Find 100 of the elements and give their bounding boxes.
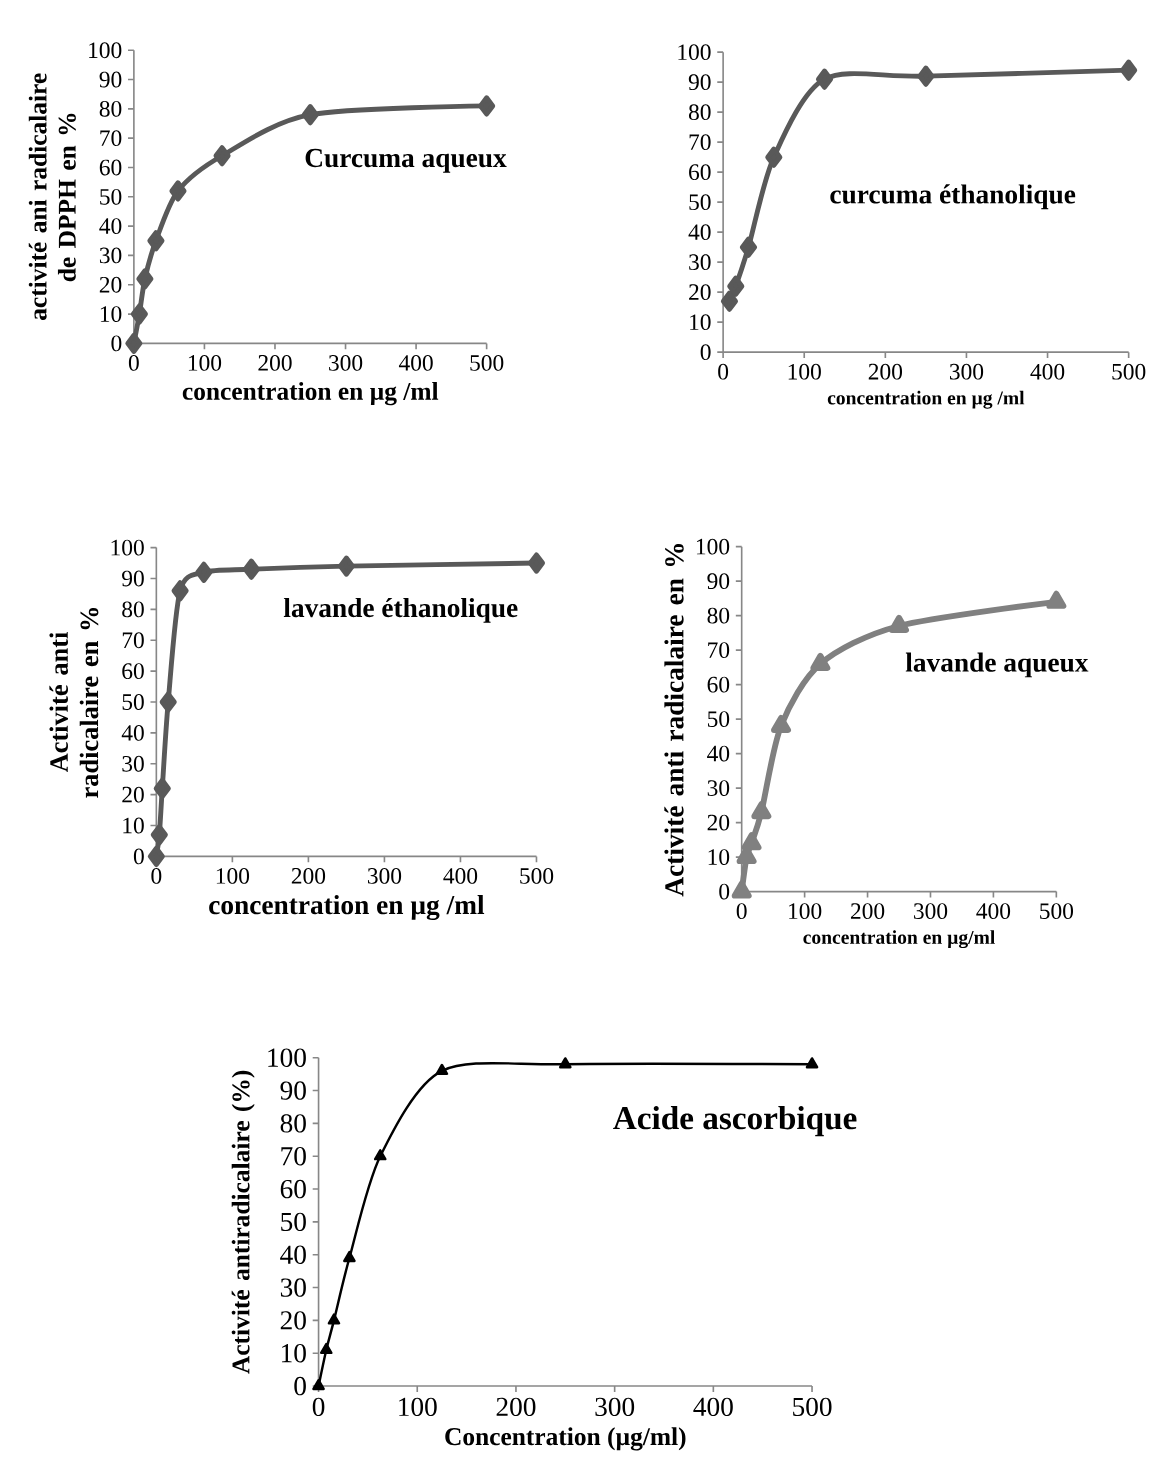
point xyxy=(810,652,831,671)
x-axis-title: Concentration (µg/ml) xyxy=(445,1427,686,1451)
point xyxy=(727,275,745,297)
y-tick-label: 50 xyxy=(100,188,122,205)
y-tick-label: 90 xyxy=(122,570,144,587)
y-tick-label: 60 xyxy=(122,663,144,680)
y-tick-label: 50 xyxy=(708,711,730,728)
point xyxy=(130,303,149,325)
y-tick-label: 90 xyxy=(99,71,122,88)
point xyxy=(889,614,910,633)
point xyxy=(312,1378,325,1391)
point xyxy=(195,561,213,583)
point xyxy=(751,801,772,820)
x-tick-label: 200 xyxy=(868,363,903,380)
y-tick-label: 80 xyxy=(122,601,144,618)
x-axis-title: concentration en µg/ml xyxy=(803,930,996,949)
y-tick-label: 30 xyxy=(689,254,711,271)
x-tick-label: 500 xyxy=(520,868,554,884)
y-tick-label: 0 xyxy=(294,1376,306,1396)
x-tick-label: 0 xyxy=(736,903,747,920)
x-tick-label: 500 xyxy=(793,1397,832,1417)
point xyxy=(816,68,834,90)
y-axis-title: Activité anti radicalaire en % xyxy=(49,607,99,798)
point xyxy=(435,1063,449,1075)
y-tick-label: 40 xyxy=(121,724,144,741)
x-tick-label: 400 xyxy=(443,868,478,884)
y-tick-label: 80 xyxy=(707,607,730,624)
x-tick-label: 500 xyxy=(1040,903,1074,920)
point xyxy=(213,145,231,167)
annotation: Curcuma aqueux xyxy=(305,148,507,173)
y-tick-label: 10 xyxy=(708,849,730,865)
y-tick-label: 60 xyxy=(689,164,711,181)
x-tick-label: 0 xyxy=(312,1397,325,1417)
y-tick-label: 30 xyxy=(280,1278,306,1297)
y-tick-label: 0 xyxy=(133,848,144,865)
y-tick-label: 10 xyxy=(282,1343,306,1363)
y-tick-label: 80 xyxy=(280,1114,306,1133)
point xyxy=(1046,590,1067,609)
x-tick-label: 100 xyxy=(399,1397,437,1417)
x-tick-label: 300 xyxy=(914,903,948,920)
x-tick-label: 100 xyxy=(789,903,822,920)
point xyxy=(153,777,171,800)
x-tick-label: 500 xyxy=(1112,363,1146,380)
point xyxy=(147,230,165,252)
x-axis-title: concentration en µg /ml xyxy=(827,390,1025,409)
y-tick-label: 40 xyxy=(280,1245,306,1264)
annotation: curcuma éthanolique xyxy=(830,184,1076,210)
point xyxy=(343,1250,356,1263)
y-tick-label: 50 xyxy=(122,694,144,710)
x-tick-label: 300 xyxy=(368,868,402,884)
y-tick-label: 20 xyxy=(99,276,122,293)
x-tick-label: 400 xyxy=(693,1397,733,1417)
x-tick-label: 0 xyxy=(151,868,162,884)
point xyxy=(150,824,168,846)
x-tick-label: 200 xyxy=(291,868,326,884)
x-tick-label: 100 xyxy=(188,354,222,371)
y-tick-label: 40 xyxy=(99,218,122,235)
y-tick-label: 0 xyxy=(719,883,730,900)
y-tick-label: 40 xyxy=(707,745,730,762)
y-tick-label: 90 xyxy=(688,74,711,91)
y-tick-label: 20 xyxy=(707,814,730,831)
x-tick-label: 200 xyxy=(851,903,885,920)
annotation: lavande éthanolique xyxy=(283,597,518,623)
point xyxy=(125,332,143,354)
point xyxy=(527,552,546,574)
point xyxy=(147,845,165,867)
point xyxy=(320,1342,333,1355)
x-tick-label: 300 xyxy=(329,354,363,371)
y-tick-label: 100 xyxy=(89,42,122,59)
y-tick-label: 80 xyxy=(689,104,711,121)
annotation: lavande aqueux xyxy=(905,652,1089,678)
y-tick-label: 50 xyxy=(281,1212,306,1232)
point xyxy=(478,95,496,117)
point xyxy=(917,65,935,87)
x-axis-title: concentration en µg /ml xyxy=(209,895,485,921)
y-tick-label: 80 xyxy=(99,100,122,117)
point xyxy=(720,290,739,312)
point xyxy=(805,1057,819,1069)
x-tick-label: 200 xyxy=(496,1397,536,1417)
y-tick-label: 60 xyxy=(280,1179,306,1199)
point xyxy=(169,180,187,202)
x-tick-label: 500 xyxy=(470,354,504,371)
y-tick-label: 60 xyxy=(707,676,730,693)
y-tick-label: 70 xyxy=(281,1146,306,1166)
point xyxy=(301,104,319,126)
y-tick-label: 10 xyxy=(690,314,711,331)
y-tick-label: 10 xyxy=(100,306,122,322)
y-tick-label: 20 xyxy=(122,786,144,803)
y-axis-title: Activité antiradicalaire (%) xyxy=(231,1070,255,1374)
y-tick-label: 50 xyxy=(689,194,711,211)
y-tick-label: 60 xyxy=(99,159,122,176)
point xyxy=(136,268,154,290)
y-tick-label: 0 xyxy=(111,335,122,352)
x-tick-label: 300 xyxy=(595,1397,635,1417)
x-tick-label: 100 xyxy=(788,363,821,380)
y-axis-title: Activité anti radicalaire en % xyxy=(664,544,684,897)
x-tick-label: 200 xyxy=(258,354,292,371)
point xyxy=(171,580,189,602)
point xyxy=(159,691,177,713)
y-tick-label: 70 xyxy=(689,134,711,151)
